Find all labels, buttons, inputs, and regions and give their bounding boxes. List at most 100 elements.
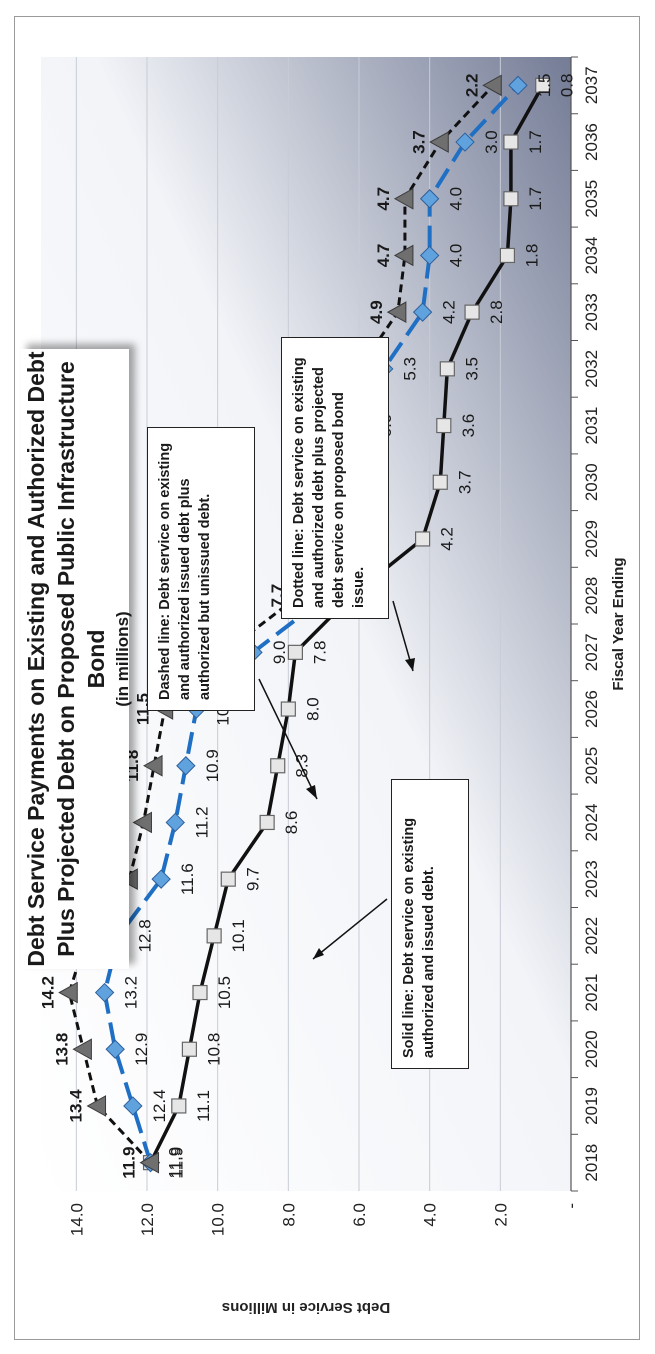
data-label-solid: 7.8 (310, 641, 329, 665)
data-labels: 11.911.110.810.510.19.78.68.38.07.86.24.… (38, 74, 576, 1179)
data-label-solid: 2.8 (487, 300, 506, 324)
x-tick-label: 2025 (582, 747, 601, 785)
data-label-dotted: 5.3 (401, 357, 420, 381)
marker-diamond (455, 132, 475, 152)
data-label-dotted: 12.4 (150, 1089, 169, 1122)
data-label-solid: 3.7 (455, 470, 474, 494)
marker-square (181, 1041, 197, 1057)
marker-square (499, 247, 515, 264)
chart-title-line-2: Plus Projected Debt on Proposed Public I… (53, 361, 109, 957)
marker-diamond (508, 75, 528, 96)
marker-square (503, 134, 519, 150)
data-label-dashed: 14.2 (38, 976, 57, 1009)
x-tick-label: 2030 (582, 463, 601, 501)
data-label-dashed: 4.9 (367, 300, 386, 324)
marker-diamond (94, 982, 115, 1003)
marker-square (432, 474, 448, 490)
marker-triangle (143, 754, 163, 777)
marker-diamond (165, 812, 185, 833)
dashed-note-arrowhead (306, 785, 317, 799)
data-label-dashed: 4.7 (374, 244, 393, 268)
marker-triangle (86, 1095, 107, 1117)
marker-diamond (419, 245, 440, 266)
marker-square (503, 191, 519, 207)
dotted-line-note: Dotted line: Debt service on existing an… (281, 337, 389, 619)
x-tick-label: 2019 (582, 1087, 601, 1125)
y-tick-label: 8.0 (279, 1203, 298, 1227)
marker-triangle (58, 981, 78, 1004)
dotted-note-arrowhead (405, 658, 415, 671)
marker-diamond (412, 302, 433, 322)
marker-diamond (105, 1039, 125, 1059)
data-label-dotted: 4.2 (440, 300, 459, 324)
x-tick-label: 2020 (582, 1030, 601, 1068)
data-label-solid: 1.7 (526, 187, 545, 211)
data-label-dotted: 9.0 (270, 641, 289, 665)
data-label-solid: 10.1 (229, 919, 248, 952)
x-tick-label: 2029 (582, 520, 601, 558)
data-label-solid: 10.5 (215, 976, 234, 1009)
marker-square (535, 77, 551, 93)
y-tick-label: 12.0 (138, 1203, 157, 1236)
marker-triangle (386, 301, 407, 323)
data-label-dashed: 4.7 (374, 187, 393, 211)
data-label-dashed: 11.9 (120, 1147, 139, 1179)
x-tick-label: 2032 (582, 350, 601, 388)
data-label-dotted: 10.9 (203, 749, 222, 782)
marker-diamond (151, 869, 171, 889)
x-tick-label: 2037 (582, 66, 601, 104)
data-label-dashed: 2.2 (462, 74, 481, 98)
marker-square (415, 531, 431, 547)
solid-note-arrow (312, 898, 388, 960)
data-label-solid: 4.2 (438, 527, 457, 551)
x-tick-label: 2028 (582, 577, 601, 615)
data-label-dotted: 12.9 (132, 1033, 151, 1066)
rotated-chart-stage: - 2.0 4.0 6.0 8.0 10.0 12.0 14.0 2018 2019 2020 202… (15, 17, 639, 1339)
solid-line-note: Solid line: Debt service on existing aut… (391, 779, 469, 1069)
data-label-dotted: 13.2 (122, 976, 141, 1009)
x-tick-label: 2033 (582, 293, 601, 331)
marker-diamond (176, 756, 196, 776)
marker-triangle (139, 1151, 160, 1174)
x-tick-label: 2024 (582, 804, 601, 842)
marker-square (464, 304, 480, 320)
marker-square (259, 814, 275, 831)
x-tick-label: 2027 (582, 633, 601, 671)
x-tick-label: 2034 (582, 237, 601, 275)
chart-title-box: Debt Service Payments on Existing and Au… (21, 349, 132, 969)
chart-frame: - 2.0 4.0 6.0 8.0 10.0 12.0 14.0 2018 2019 2020 202… (14, 16, 640, 1340)
y-tick-label: 14.0 (67, 1203, 86, 1236)
x-tick-label: 2023 (582, 860, 601, 898)
data-label-dotted: 1.5 (535, 74, 554, 98)
data-label-solid: 11.9 (166, 1147, 185, 1179)
data-label-solid: 0.8 (558, 74, 577, 98)
chart-title-line-1: Debt Service Payments on Existing and Au… (23, 351, 49, 967)
callout-arrows (258, 600, 415, 960)
marker-square (439, 361, 455, 377)
data-label-solid: 8.3 (293, 754, 312, 778)
data-label-dotted: 3.0 (482, 130, 501, 154)
marker-diamond (123, 1096, 143, 1116)
marker-square (171, 1098, 187, 1114)
marker-triangle (429, 131, 449, 153)
marker-square (287, 644, 303, 660)
axes: - 2.0 4.0 6.0 8.0 10.0 12.0 14.0 2018 2019 2020 202… (67, 56, 601, 1236)
data-label-solid: 10.8 (204, 1033, 223, 1066)
marker-square (270, 758, 286, 774)
x-tick-label: 2036 (582, 123, 601, 161)
dashed-note-arrow (258, 678, 318, 800)
data-label-solid: 9.7 (243, 867, 262, 891)
data-label-solid: 3.5 (462, 357, 481, 381)
data-label-dotted: 4.0 (447, 244, 466, 268)
y-tick-label: - (562, 1203, 581, 1209)
marker-triangle (72, 1038, 92, 1061)
data-label-solid: 1.7 (526, 130, 545, 154)
data-label-dotted: 11.6 (178, 863, 197, 895)
data-label-dashed: 13.8 (52, 1033, 71, 1066)
marker-triangle (132, 811, 152, 834)
marker-square (436, 417, 452, 434)
data-label-dashed: 3.7 (409, 130, 428, 154)
data-label-dotted: 12.8 (136, 919, 155, 952)
data-label-dotted: 11.2 (192, 807, 211, 839)
marker-triangle (393, 244, 414, 267)
